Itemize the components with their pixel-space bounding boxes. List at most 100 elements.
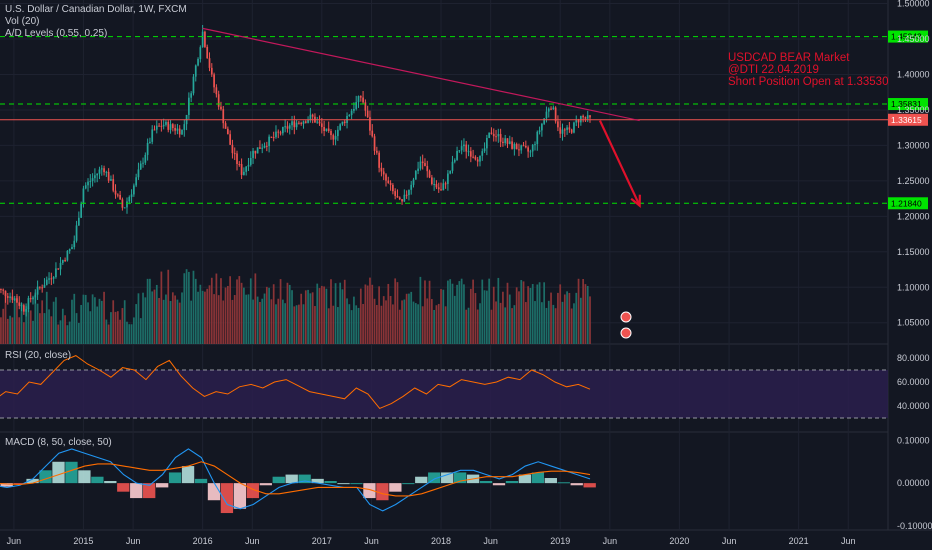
candle-body [249, 157, 252, 165]
candle-body [116, 194, 119, 196]
time-tick-label: Jun [126, 536, 141, 546]
volume-bar [98, 298, 101, 344]
volume-bar [263, 293, 266, 344]
volume-bar [343, 279, 346, 344]
candle-body [128, 196, 131, 202]
volume-bar [110, 312, 112, 344]
candle-body [247, 164, 250, 167]
candle-body [469, 151, 472, 157]
volume-bar [568, 292, 571, 344]
volume-bar [16, 293, 18, 344]
candle-body [13, 298, 16, 300]
chart-drawings[interactable] [202, 27, 641, 208]
volume-bar [233, 295, 236, 344]
candle-body [550, 108, 552, 110]
candle-body [77, 217, 80, 226]
candle-body [437, 187, 440, 190]
level-tag-label: 1.45343 [891, 32, 922, 42]
volume-bar [139, 318, 142, 344]
volume-bar [554, 308, 557, 344]
candle-body [460, 146, 463, 151]
candle-body [453, 159, 456, 162]
volume-bar [584, 284, 587, 344]
candle-body [181, 129, 183, 135]
rsi-line [0, 355, 591, 410]
volume-bar [451, 283, 454, 344]
time-tick-label: 2020 [669, 536, 689, 546]
candle-body [169, 124, 172, 130]
candle-body [243, 171, 245, 175]
volume-bar [36, 303, 39, 344]
candle-body [529, 151, 532, 153]
candle-body [268, 136, 270, 147]
candle-body [389, 183, 392, 185]
volume-bar [107, 324, 110, 344]
candle-body [586, 115, 589, 119]
candle-body [511, 141, 513, 149]
candle-body [419, 161, 422, 169]
candle-body [316, 121, 319, 123]
candle-body [412, 179, 415, 185]
annotation-line-1: USDCAD BEAR Market [728, 52, 850, 64]
price-tick-label: 1.20000 [897, 211, 930, 221]
candle-body [201, 31, 204, 48]
candle-body [449, 170, 452, 174]
volume-bar [155, 284, 158, 344]
candle-body [589, 115, 591, 118]
candle-body [353, 108, 355, 111]
candle-body [57, 268, 60, 270]
price-tick-label: 1.05000 [897, 318, 930, 328]
volume-bar [208, 285, 211, 344]
candle-body [215, 87, 218, 95]
volume-bar [561, 301, 564, 344]
candle-body [364, 102, 367, 111]
candle-body [9, 296, 11, 298]
rsi-pane: 80.0000 60.0000 40.0000 [0, 353, 930, 419]
candle-body [481, 151, 484, 156]
candle-body [89, 180, 92, 182]
candle-body [323, 127, 325, 132]
candle-body [11, 296, 14, 300]
volume-bar [176, 299, 179, 344]
volume-bar [243, 287, 245, 344]
volume-bar [13, 299, 16, 344]
macd-histogram-bar [130, 483, 143, 499]
macd-tick-label: 0.10000 [897, 435, 930, 445]
candle-body [561, 129, 564, 134]
candle-body [366, 110, 369, 118]
macd-histogram-bar [441, 472, 454, 484]
candle-body [245, 166, 248, 172]
candle-body [64, 260, 66, 262]
macd-histogram-bar [65, 461, 78, 484]
candle-body [183, 124, 186, 130]
volume-bar [75, 313, 78, 344]
candle-body [492, 133, 495, 137]
volume-bar [476, 309, 479, 344]
volume-bar [412, 301, 415, 344]
candle-body [286, 126, 289, 129]
candle-body [0, 288, 2, 290]
candle-body [61, 260, 64, 263]
macd-histogram-bar [52, 461, 65, 484]
volume-bar [236, 279, 238, 344]
vol-marker-icon[interactable] [620, 311, 632, 323]
candle-body [146, 142, 149, 155]
volume-bar [22, 322, 25, 344]
candle-body [472, 156, 474, 158]
candle-body [29, 298, 32, 300]
candle-body [362, 97, 364, 103]
volume-bar [366, 285, 369, 344]
macd-histogram-bar [285, 474, 298, 484]
candle-body [398, 197, 401, 200]
volume-bar [87, 302, 89, 344]
vol-marker-icon[interactable] [620, 327, 632, 339]
volume-markers[interactable] [620, 311, 632, 339]
candle-body [55, 268, 57, 278]
time-tick-label: 2018 [431, 536, 451, 546]
volume-bar [229, 276, 231, 344]
ad-levels-indicator-label: A/D Levels (0.55, 0.25) [5, 28, 107, 39]
volume-bar [91, 294, 94, 344]
candle-body [4, 290, 7, 297]
candle-body [252, 150, 254, 158]
